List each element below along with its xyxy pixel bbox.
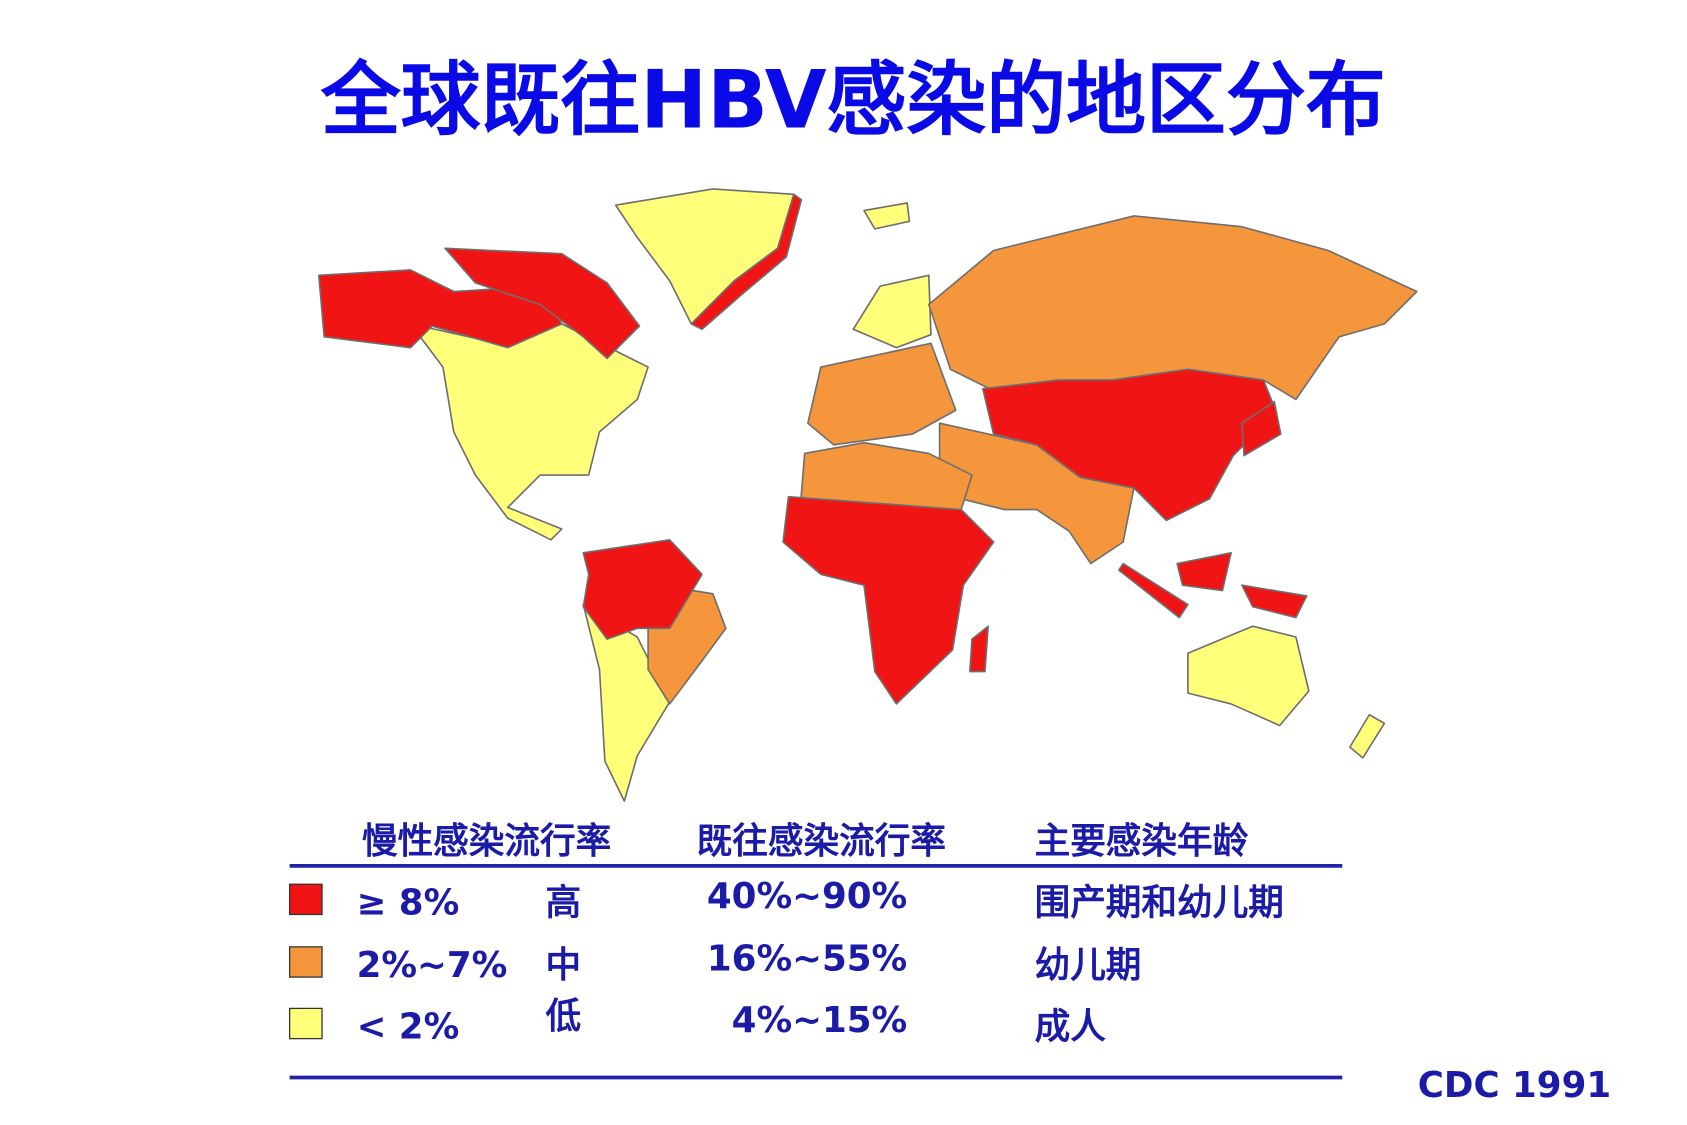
color-swatch <box>288 883 323 916</box>
sub-saharan-africa <box>782 495 995 705</box>
level: 低 <box>546 996 582 1037</box>
new-zealand <box>1349 713 1386 759</box>
south-america-north <box>582 539 703 640</box>
australia <box>1187 625 1310 727</box>
sumatra <box>1118 562 1189 619</box>
japan <box>1241 400 1282 457</box>
madagascar <box>969 625 989 673</box>
column-header: 既往感染流行率 <box>697 821 946 862</box>
borneo <box>1176 551 1232 592</box>
table-rows: ≥ 8% 高 40%~90% 围产期和幼儿期 2%~7% 中 16%~55% 幼儿期 < 2% 低… <box>288 876 1284 1048</box>
infection-age: 围产期和幼儿期 <box>1035 882 1284 923</box>
iceland <box>863 202 911 230</box>
source: CDC 1991 <box>1418 1065 1611 1106</box>
arctic-islands <box>444 247 641 360</box>
prevalence: < 2% <box>357 1007 460 1048</box>
prevalence: 2%~7% <box>357 945 508 986</box>
europe <box>807 342 957 446</box>
greenland-coast <box>690 193 803 331</box>
infection-age: 成人 <box>1035 1007 1107 1048</box>
column-header: 慢性感染流行率 <box>362 821 611 862</box>
prevalence: ≥ 8% <box>357 882 460 923</box>
south-america-south <box>582 603 671 802</box>
column-header: 主要感染年龄 <box>1035 821 1249 862</box>
color-swatch <box>288 946 323 978</box>
past-infection: 4%~15% <box>732 1000 908 1041</box>
world-map <box>317 188 1418 802</box>
legend-table: 慢性感染流行率 既往感染流行率 主要感染年龄 ≥ 8% 高 40%~90% 围产期和幼… <box>288 821 1343 1080</box>
past-infection: 16%~55% <box>707 939 907 980</box>
new-guinea <box>1241 584 1308 619</box>
level: 中 <box>546 945 582 986</box>
past-infection: 40%~90% <box>707 876 907 917</box>
north-america <box>409 323 649 541</box>
level: 高 <box>546 882 582 923</box>
china-central-asia <box>981 368 1278 522</box>
color-swatch <box>288 1007 323 1040</box>
infection-age: 幼儿期 <box>1035 945 1142 986</box>
slide-title: 全球既往HBV感染的地区分布 <box>320 53 1386 146</box>
scandinavia <box>852 274 932 349</box>
